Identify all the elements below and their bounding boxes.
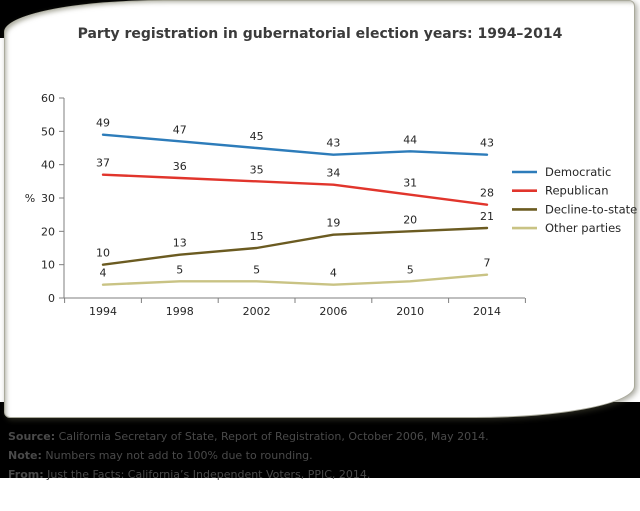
y-tick-label: 60 — [41, 92, 55, 105]
chart-title: Party registration in gubernatorial elec… — [77, 26, 563, 42]
legend-label-democratic: Democratic — [545, 165, 611, 179]
data-label-democratic: 43 — [480, 137, 494, 150]
data-label-decline-to-state: 10 — [96, 247, 110, 260]
series-line-other-parties — [101, 273, 489, 286]
data-label-democratic: 49 — [96, 117, 110, 130]
data-label-other-parties: 4 — [330, 267, 337, 280]
y-tick-label: 50 — [41, 125, 55, 138]
y-tick-label: 0 — [48, 292, 55, 305]
data-label-decline-to-state: 20 — [403, 213, 417, 226]
x-tick-label: 1994 — [89, 305, 117, 318]
series-line-republican — [101, 173, 489, 206]
note-line: Note: Numbers may not add to 100% due to… — [8, 446, 640, 465]
data-label-republican: 28 — [480, 187, 494, 200]
y-tick-label: 10 — [41, 259, 55, 272]
data-label-decline-to-state: 21 — [480, 210, 494, 223]
data-label-democratic: 47 — [173, 123, 187, 136]
from-label: From: — [8, 468, 44, 481]
note-label: Note: — [8, 449, 42, 462]
data-label-republican: 37 — [96, 157, 110, 170]
data-label-other-parties: 5 — [253, 263, 260, 276]
data-label-republican: 35 — [250, 163, 264, 176]
source-label: Source: — [8, 430, 56, 443]
source-text: California Secretary of State, Report of… — [55, 430, 489, 443]
series-line-decline-to-state — [101, 226, 489, 266]
series-line-democratic — [101, 133, 489, 156]
data-label-other-parties: 7 — [484, 257, 491, 270]
note-text: Numbers may not add to 100% due to round… — [41, 449, 313, 462]
y-tick-label: 40 — [41, 159, 55, 172]
data-label-decline-to-state: 13 — [173, 237, 187, 250]
data-label-other-parties: 5 — [176, 263, 183, 276]
legend-label-decline-to-state: Decline-to-state — [545, 202, 637, 216]
data-label-other-parties: 4 — [100, 267, 107, 280]
x-tick-label: 1998 — [166, 305, 194, 318]
from-line: From: Just the Facts: California’s Indep… — [8, 465, 640, 484]
legend-label-other-parties: Other parties — [545, 221, 621, 235]
from-text: Just the Facts: California’s Independent… — [43, 468, 371, 481]
x-tick-label: 2006 — [319, 305, 347, 318]
data-label-republican: 36 — [173, 160, 187, 173]
x-tick-label: 2014 — [473, 305, 501, 318]
legend-label-republican: Republican — [545, 184, 609, 198]
x-tick-label: 2002 — [243, 305, 271, 318]
y-axis-title: % — [25, 192, 35, 205]
data-label-republican: 31 — [403, 177, 417, 190]
data-label-democratic: 44 — [403, 133, 417, 146]
data-label-decline-to-state: 15 — [250, 230, 264, 243]
x-tick-label: 2010 — [396, 305, 424, 318]
y-tick-label: 20 — [41, 225, 55, 238]
data-label-democratic: 43 — [326, 137, 340, 150]
source-line: Source: California Secretary of State, R… — [8, 427, 640, 446]
data-label-decline-to-state: 19 — [326, 217, 340, 230]
y-tick-label: 30 — [41, 192, 55, 205]
data-label-democratic: 45 — [250, 130, 264, 143]
data-label-other-parties: 5 — [407, 263, 414, 276]
data-label-republican: 34 — [326, 167, 340, 180]
